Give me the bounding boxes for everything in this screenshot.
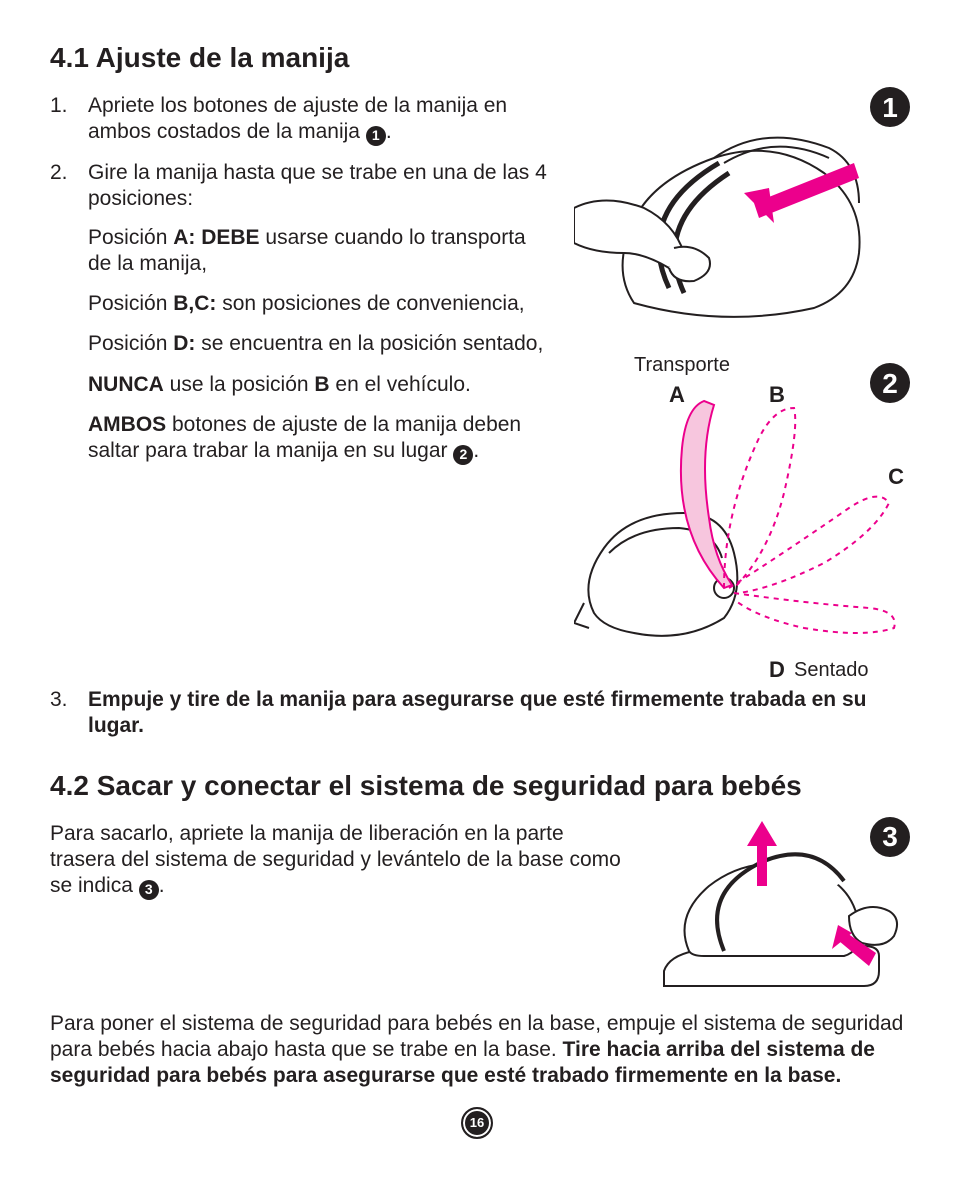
section1-text: 1. Apriete los botones de ajuste de la m… (50, 93, 554, 683)
p1-b: . (159, 874, 165, 897)
ambos-post-b: . (473, 439, 479, 462)
fig2-a: A (669, 381, 685, 409)
callout-ref-1: 1 (366, 126, 386, 146)
position-bc: Posición B,C: son posiciones de convenie… (88, 291, 554, 317)
ambos-line: AMBOS botones de ajuste de la manija deb… (88, 412, 554, 465)
figure-3-callout: 3 (870, 817, 910, 857)
step1-text-a: Apriete los botones de ajuste de la mani… (88, 94, 507, 143)
figure-3-svg (644, 821, 904, 1011)
section-2: 4.2 Sacar y conectar el sistema de segur… (50, 768, 904, 1090)
figure-3: 3 (644, 821, 904, 1011)
figure-2: 2 Transporte A B C D Sentado (574, 353, 904, 683)
nunca-line: NUNCA use la posición B en el vehículo. (88, 372, 554, 398)
section1-row: 1. Apriete los botones de ajuste de la m… (50, 93, 904, 683)
section2-p2: Para poner el sistema de seguridad para … (50, 1011, 904, 1090)
page-number: 16 (461, 1107, 493, 1139)
ambos-b: AMBOS (88, 413, 166, 436)
fig2-b: B (769, 381, 785, 409)
figure-1: 1 (574, 93, 904, 343)
step-1: 1. Apriete los botones de ajuste de la m… (50, 93, 554, 146)
figure-1-callout: 1 (870, 87, 910, 127)
fig2-c: C (888, 463, 904, 491)
section-heading: 4.1 Ajuste de la manija (50, 40, 904, 75)
pos-d-post: se encuentra en la posición sentado, (195, 332, 543, 355)
nunca-b1: NUNCA (88, 373, 164, 396)
fig2-d: D (769, 656, 785, 684)
section2-p1: Para sacarlo, apriete la manija de liber… (50, 821, 624, 900)
list-number: 1. (50, 93, 88, 146)
figure-2-callout: 2 (870, 363, 910, 403)
figure-1-svg (574, 93, 904, 343)
step-3: 3. Empuje y tire de la manija para asegu… (50, 687, 904, 740)
section2-heading: 4.2 Sacar y conectar el sistema de segur… (50, 768, 904, 803)
callout-ref-2: 2 (453, 445, 473, 465)
nunca-b2: B (314, 373, 329, 396)
pos-d-pre: Posición (88, 332, 173, 355)
list-number: 2. (50, 160, 88, 479)
pos-a-pre: Posición (88, 226, 173, 249)
nunca-post: en el vehículo. (330, 373, 471, 396)
pos-a-bold: A: DEBE (173, 226, 259, 249)
position-a: Posición A: DEBE usarse cuando lo transp… (88, 225, 554, 278)
pos-bc-post: son posiciones de conveniencia, (216, 292, 524, 315)
p1-a: Para sacarlo, apriete la manija de liber… (50, 822, 621, 898)
pos-bc-bold: B,C: (173, 292, 216, 315)
section1-figures: 1 (574, 93, 904, 683)
pos-bc-pre: Posición (88, 292, 173, 315)
position-d: Posición D: se encuentra en la posición … (88, 331, 554, 357)
fig2-transporte: Transporte (634, 353, 730, 378)
step2-intro: Gire la manija hasta que se trabe en una… (88, 160, 554, 213)
step3-text: Empuje y tire de la manija para asegurar… (88, 687, 904, 740)
step-2: 2. Gire la manija hasta que se trabe en … (50, 160, 554, 479)
pos-d-bold: D: (173, 332, 195, 355)
figure-2-svg (574, 353, 904, 683)
list-number: 3. (50, 687, 88, 740)
nunca-mid: use la posición (164, 373, 315, 396)
fig2-sentado: Sentado (794, 658, 869, 683)
callout-ref-3: 3 (139, 880, 159, 900)
step1-text-b: . (386, 120, 392, 143)
